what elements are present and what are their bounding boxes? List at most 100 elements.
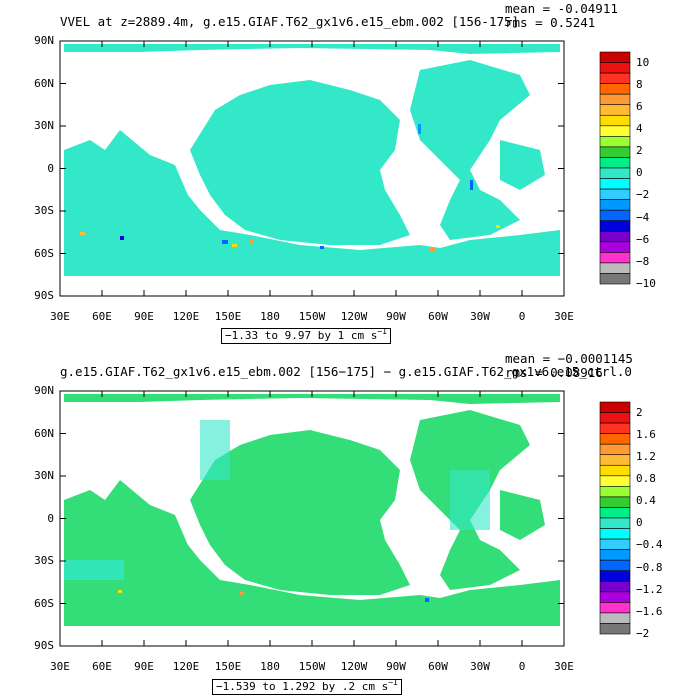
y-tick-label: 30S (34, 554, 54, 567)
colorbar-swatch (599, 199, 631, 211)
x-tick-label: 90E (134, 660, 154, 673)
colorbar-label: −10 (636, 277, 656, 290)
panel2-range-exp: −1 (388, 678, 398, 687)
colorbar-swatch (599, 412, 631, 424)
colorbar-swatch (599, 83, 631, 95)
colorbar-swatch (599, 157, 631, 169)
y-tick-label: 90S (34, 289, 54, 302)
x-tick-label: 180 (260, 310, 280, 323)
x-tick-label: 30E (554, 660, 574, 673)
panel2-colorbar (599, 401, 631, 635)
colorbar-label: −0.8 (636, 560, 663, 574)
x-tick-label: 120W (340, 660, 368, 673)
colorbar-swatch (599, 538, 631, 550)
x-tick-label: 120E (172, 310, 200, 323)
y-tick-label: 30N (34, 469, 54, 482)
x-tick-label: 60W (428, 310, 448, 323)
colorbar-swatch (599, 549, 631, 561)
colorbar-label: 8 (636, 77, 643, 91)
colorbar-label: 10 (636, 55, 650, 69)
x-tick-label: 0 (518, 310, 526, 323)
x-tick-label: 60W (428, 660, 448, 673)
panel1-range-box: −1.33 to 9.97 by 1 cm s−1 (221, 328, 391, 344)
x-tick-label: 150E (214, 660, 242, 673)
y-tick-label: 60S (34, 596, 54, 610)
colorbar-swatch (599, 220, 631, 232)
x-tick-label: 30E (50, 660, 70, 673)
colorbar-label: 6 (636, 99, 643, 113)
colorbar-swatch (599, 517, 631, 529)
colorbar-swatch (599, 591, 631, 603)
colorbar-swatch (599, 401, 631, 413)
x-tick-label: 120W (340, 310, 368, 323)
colorbar-swatch (599, 104, 631, 116)
panel1-map (59, 40, 565, 297)
panel2-mean: mean = −0.0001145 (505, 351, 633, 366)
colorbar-label: −1.2 (636, 582, 663, 596)
x-tick-label: 150E (214, 310, 242, 323)
colorbar-swatch (599, 496, 631, 508)
panel1-y-ticks (60, 40, 564, 297)
colorbar-label: 4 (636, 121, 643, 135)
colorbar-swatch (599, 570, 631, 582)
panel1-anomalies (80, 124, 500, 252)
colorbar-label: −6 (636, 232, 650, 246)
panel1-range: −1.33 to 9.97 by 1 cm s (225, 329, 378, 342)
colorbar-label: 0 (636, 166, 643, 180)
panel2-title: g.e15.GIAF.T62_gx1v6.e15_ebm.002 [156−17… (60, 364, 632, 379)
x-tick-label: 30W (470, 660, 490, 673)
colorbar-swatch (599, 241, 631, 253)
panel1-rms: rms = 0.5241 (505, 15, 596, 30)
y-tick-label: 30N (34, 119, 54, 132)
colorbar-swatch (599, 167, 631, 179)
x-tick-label: 180 (260, 660, 280, 673)
x-tick-label: 60E (92, 310, 112, 323)
y-tick-label: 90N (34, 34, 54, 47)
x-tick-label: 30W (470, 310, 490, 323)
y-tick-label: 90N (34, 384, 54, 397)
colorbar-swatch (599, 623, 631, 635)
y-tick-label: 60N (34, 426, 54, 440)
colorbar-swatch (599, 454, 631, 466)
x-tick-label: 0 (518, 660, 526, 673)
colorbar-label: 0 (636, 516, 643, 530)
colorbar-swatch (599, 146, 631, 158)
panel2-x-ticks (59, 391, 565, 646)
panel1-colorbar (599, 51, 631, 285)
x-tick-label: 90W (386, 660, 406, 673)
y-tick-label: 60S (34, 246, 54, 260)
panel2-y-ticks (60, 390, 564, 647)
colorbar-label: 0.8 (636, 471, 656, 485)
y-tick-label: 30S (34, 204, 54, 217)
colorbar-swatch (599, 230, 631, 243)
colorbar-swatch (599, 62, 631, 74)
x-tick-label: 90E (134, 310, 154, 323)
colorbar-label: −8 (636, 254, 650, 268)
colorbar-swatch (599, 51, 631, 63)
colorbar-swatch (599, 528, 631, 540)
x-tick-label: 150W (298, 660, 326, 673)
y-tick-label: 0 (47, 161, 54, 175)
colorbar-swatch (599, 136, 631, 148)
colorbar-swatch (599, 580, 631, 593)
panel2-map (59, 390, 565, 647)
colorbar-swatch (599, 433, 631, 445)
colorbar-label: −4 (636, 210, 650, 224)
colorbar-label: −2 (636, 188, 650, 202)
y-tick-label: 90S (34, 639, 54, 652)
x-tick-label: 30E (554, 310, 574, 323)
x-tick-label: 30E (50, 310, 70, 323)
colorbar-label: 1.6 (636, 427, 656, 441)
colorbar-swatch (599, 178, 631, 190)
colorbar-swatch (599, 486, 631, 498)
panel2-anomalies (64, 420, 490, 602)
colorbar-label: 2 (636, 405, 643, 419)
colorbar-swatch (599, 72, 631, 84)
panel1-title: VVEL at z=2889.4m, g.e15.GIAF.T62_gx1v6.… (60, 14, 520, 29)
x-tick-label: 150W (298, 310, 326, 323)
colorbar-swatch (599, 188, 631, 200)
colorbar-swatch (599, 262, 631, 274)
colorbar-swatch (599, 422, 631, 434)
colorbar-swatch (599, 93, 631, 106)
